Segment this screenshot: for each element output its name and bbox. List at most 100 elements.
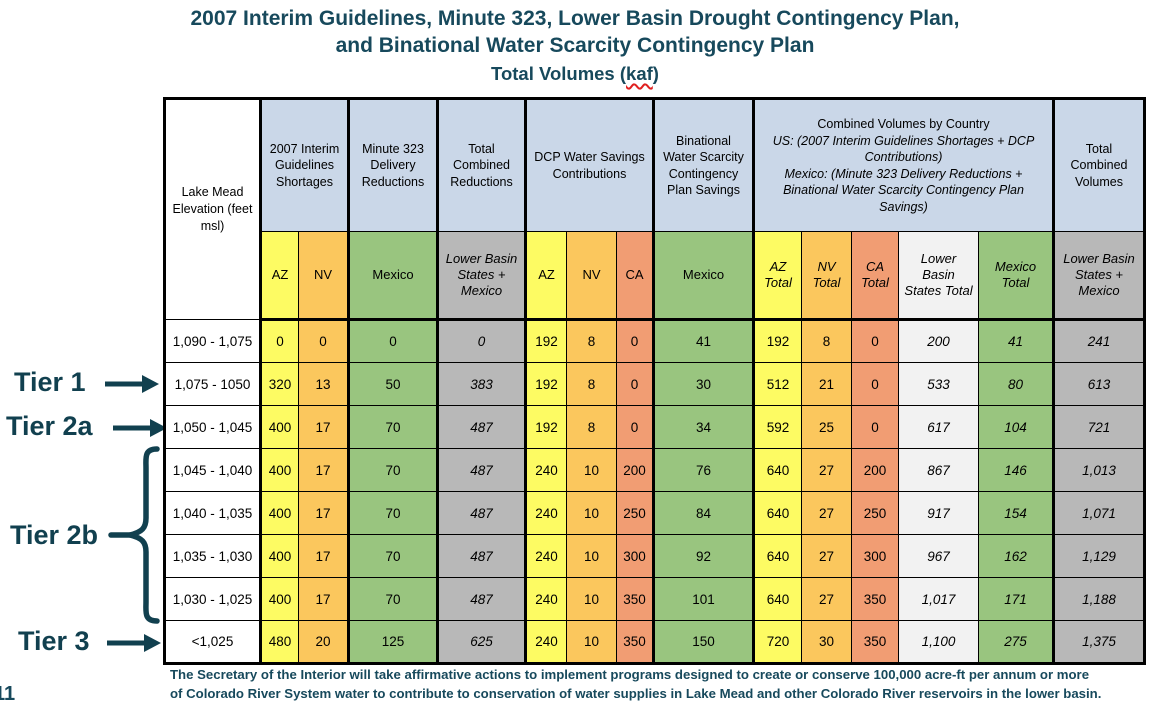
volumes-table: Lake Mead Elevation (feet msl) 2007 Inte… [163, 97, 1146, 665]
subheader-cell: Lower Basin States Total [898, 231, 979, 321]
elevation-cell: 1,030 - 1,025 [164, 577, 261, 621]
corner-header-lake-mead-elevation: Lake Mead Elevation (feet msl) [164, 98, 261, 320]
tier-2a-arrow-icon [113, 419, 167, 437]
value-cell: 84 [652, 491, 754, 535]
subheader-cell: AZ [259, 231, 299, 321]
value-cell: 41 [978, 319, 1054, 363]
combined-header-mexico-formula: Mexico: (Minute 323 Delivery Reductions … [783, 166, 1024, 214]
tier-2b-brace-icon [108, 446, 160, 624]
value-cell: 10 [566, 620, 617, 664]
value-cell: 241 [1052, 319, 1145, 363]
value-cell: 625 [436, 620, 526, 664]
value-cell: 400 [259, 491, 299, 535]
value-cell: 240 [524, 620, 567, 664]
subheader-cell: AZ Total [752, 231, 802, 321]
value-cell: 640 [752, 448, 802, 492]
value-cell: 592 [752, 405, 802, 449]
value-cell: 146 [978, 448, 1054, 492]
value-cell: 30 [801, 620, 852, 664]
value-cell: 150 [652, 620, 754, 664]
value-cell: 1,013 [1052, 448, 1145, 492]
value-cell: 13 [298, 362, 349, 406]
tier-2a-label: Tier 2a [6, 411, 93, 441]
page-title-line2: and Binational Water Scarcity Contingenc… [335, 34, 815, 57]
value-cell: 92 [652, 534, 754, 578]
value-cell: 250 [851, 491, 899, 535]
value-cell: 400 [259, 448, 299, 492]
value-cell: 8 [801, 319, 852, 363]
value-cell: 240 [524, 534, 567, 578]
table-row: 1,075 - 1050 320 13 50 383 192 8 0 30 512 21 0 533 80… [164, 362, 1145, 406]
subtitle-kaf-misspell-squiggle: kaf [626, 63, 653, 84]
value-cell: 171 [978, 577, 1054, 621]
value-cell: 487 [436, 491, 526, 535]
value-cell: 721 [1052, 405, 1145, 449]
value-cell: 10 [566, 491, 617, 535]
value-cell: 1,375 [1052, 620, 1145, 664]
elevation-cell: 1,075 - 1050 [164, 362, 261, 406]
value-cell: 76 [652, 448, 754, 492]
value-cell: 50 [347, 362, 438, 406]
value-cell: 21 [801, 362, 852, 406]
value-cell: 8 [566, 362, 617, 406]
value-cell: 1,188 [1052, 577, 1145, 621]
value-cell: 512 [752, 362, 802, 406]
value-cell: 240 [524, 448, 567, 492]
elevation-cell: 1,040 - 1,035 [164, 491, 261, 535]
value-cell: 10 [566, 448, 617, 492]
value-cell: 320 [259, 362, 299, 406]
value-cell: 720 [752, 620, 802, 664]
value-cell: 350 [851, 577, 899, 621]
value-cell: 70 [347, 448, 438, 492]
value-cell: 154 [978, 491, 1054, 535]
value-cell: 617 [898, 405, 979, 449]
group-header-combined-volumes: Combined Volumes by Country US: (2007 In… [752, 98, 1054, 232]
value-cell: 383 [436, 362, 526, 406]
subheader-cell: CA Total [851, 231, 899, 321]
value-cell: 400 [259, 405, 299, 449]
value-cell: 400 [259, 577, 299, 621]
value-cell: 867 [898, 448, 979, 492]
value-cell: 8 [566, 319, 617, 363]
group-header-2007-shortages: 2007 Interim Guidelines Shortages [259, 98, 349, 232]
elevation-cell: <1,025 [164, 620, 261, 664]
group-header-minute-323: Minute 323 Delivery Reductions [347, 98, 438, 232]
subheader-cell: NV [566, 231, 617, 321]
table-row: 1,030 - 1,025 400 17 70 487 240 10 350 101 640 27 3… [164, 577, 1145, 621]
value-cell: 192 [524, 362, 567, 406]
value-cell: 487 [436, 448, 526, 492]
group-header-row: Lake Mead Elevation (feet msl) 2007 Inte… [164, 98, 1145, 320]
value-cell: 1,100 [898, 620, 979, 664]
subheader-cell: AZ [524, 231, 567, 321]
value-cell: 192 [752, 319, 802, 363]
value-cell: 487 [436, 405, 526, 449]
page-number: 11 [0, 683, 16, 705]
value-cell: 27 [801, 577, 852, 621]
elevation-cell: 1,050 - 1,045 [164, 405, 261, 449]
footer-note: The Secretary of the Interior will take … [170, 666, 1145, 703]
value-cell: 125 [347, 620, 438, 664]
value-cell: 487 [436, 534, 526, 578]
group-header-total-combined-volumes: Total Combined Volumes [1052, 98, 1145, 232]
group-header-binational-savings: Binational Water Scarcity Contingency Pl… [652, 98, 754, 232]
value-cell: 0 [259, 319, 299, 363]
footer-line2: of Colorado River System water to contri… [170, 685, 1102, 701]
subtitle: Total Volumes (kaf) [0, 62, 1150, 86]
subheader-row: AZ NV Mexico Lower Basin States + Mexico AZ N… [165, 231, 1145, 321]
value-cell: 17 [298, 448, 349, 492]
value-cell: 200 [898, 319, 979, 363]
value-cell: 275 [978, 620, 1054, 664]
table-row: <1,025 480 20 125 625 240 10 350 150 720 30 350 1,10… [164, 620, 1145, 664]
value-cell: 240 [524, 577, 567, 621]
footer-line1: The Secretary of the Interior will take … [170, 667, 1090, 682]
value-cell: 917 [898, 491, 979, 535]
table-row: 1,040 - 1,035 400 17 70 487 240 10 250 84 640 27 25… [164, 491, 1145, 535]
value-cell: 70 [347, 405, 438, 449]
value-cell: 20 [298, 620, 349, 664]
subheader-cell: Mexico [652, 231, 754, 321]
title-block: 2007 Interim Guidelines, Minute 323, Low… [0, 5, 1150, 86]
value-cell: 0 [851, 405, 899, 449]
value-cell: 17 [298, 534, 349, 578]
value-cell: 30 [652, 362, 754, 406]
